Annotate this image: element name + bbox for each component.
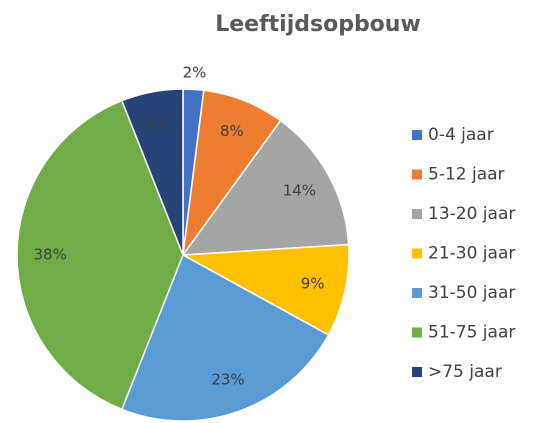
legend-label: 31-50 jaar	[428, 283, 515, 303]
legend-label: 21-30 jaar	[428, 244, 515, 264]
data-label: 6%	[146, 115, 170, 133]
pie-slice	[16, 99, 184, 411]
legend-swatch	[412, 288, 422, 298]
legend-label: 5-12 jaar	[428, 165, 505, 185]
data-label: 23%	[211, 370, 244, 388]
legend-swatch	[412, 367, 422, 377]
pie-slice	[120, 253, 330, 422]
legend-label: 51-75 jaar	[428, 323, 515, 343]
legend-swatch	[412, 169, 422, 180]
legend-label: 0-4 jaar	[428, 125, 494, 145]
legend-swatch	[412, 130, 422, 140]
legend-swatch	[412, 327, 422, 338]
pie-slice	[120, 88, 184, 256]
pie-slice	[180, 243, 350, 336]
legend-label: 13-20 jaar	[428, 204, 515, 224]
legend-label: >75 jaar	[428, 362, 502, 382]
data-label: 8%	[220, 122, 244, 140]
data-label: 14%	[283, 182, 316, 200]
chart-title: Leeftijdsopbouw	[215, 12, 421, 37]
data-label: 2%	[183, 63, 207, 81]
data-label: 9%	[301, 274, 325, 292]
legend-swatch	[412, 209, 422, 219]
data-label: 38%	[34, 246, 67, 264]
pie-slice	[181, 119, 350, 256]
legend-swatch	[412, 248, 422, 259]
